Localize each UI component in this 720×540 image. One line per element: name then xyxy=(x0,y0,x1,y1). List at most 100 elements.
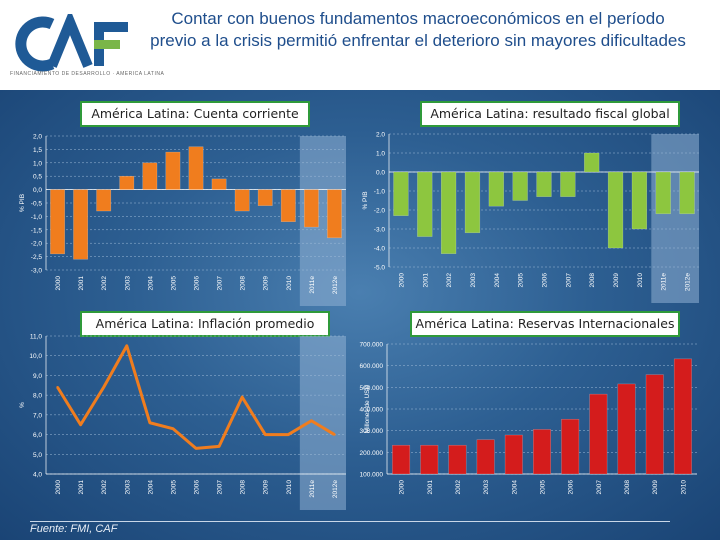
x-tick-label: 2011e xyxy=(661,273,668,291)
bar-2008 xyxy=(584,152,600,173)
y-axis-label: % PIB xyxy=(362,191,369,209)
chart-cuenta-corriente: 2,0 1,5 1,0 0,5 0,0 -0,5 -1,0 -1,5 -2,0 -2,5 -3,0%… xyxy=(19,134,346,306)
x-tick-label: 2003 xyxy=(124,276,131,291)
bar-2010 xyxy=(280,189,296,223)
x-tick-label: 2007 xyxy=(217,480,224,495)
bar-2010 xyxy=(673,358,692,475)
point-2006 xyxy=(194,447,198,450)
y-tick-label: 0,5 xyxy=(33,174,42,181)
x-tick-label: 2001 xyxy=(422,273,429,288)
y-tick-label: 300.000 xyxy=(360,428,384,435)
page-title: Contar con buenos fundamentos macroeconó… xyxy=(150,9,686,50)
bar-2006 xyxy=(536,171,552,197)
x-tick-label: 2000 xyxy=(398,273,405,288)
y-tick-label: -3.0 xyxy=(374,227,386,234)
bar-2007 xyxy=(560,171,576,197)
y-tick-label: 0.0 xyxy=(376,170,385,177)
bar-2003 xyxy=(464,171,481,234)
y-tick-label: 8,0 xyxy=(33,393,42,400)
x-tick-label: 2010 xyxy=(286,276,293,291)
y-tick-label: -1.0 xyxy=(374,189,386,196)
chart-title-reservas: América Latina: Reservas Internacionales xyxy=(410,311,680,337)
bar-2000 xyxy=(392,444,411,475)
y-tick-label: -0,5 xyxy=(31,201,43,208)
point-2012e xyxy=(333,433,336,436)
bar-2004 xyxy=(488,171,504,207)
bar-2001 xyxy=(420,444,439,475)
chart-title-resultado-fiscal: América Latina: resultado fiscal global xyxy=(420,101,680,127)
y-tick-label: -3,0 xyxy=(31,268,43,275)
x-tick-label: 2001 xyxy=(78,276,85,291)
bar-2011e xyxy=(655,171,671,215)
bar-2010 xyxy=(631,171,648,230)
bar-2007 xyxy=(589,393,608,475)
bar-2006 xyxy=(188,146,204,190)
x-tick-label: 2010 xyxy=(286,480,293,495)
chart-reservas: 700.000 600.000 500.000 400.000 300.000 200.0… xyxy=(360,342,697,495)
x-tick-label: 2011e xyxy=(309,480,316,498)
x-tick-label: 2000 xyxy=(399,480,406,495)
x-tick-label: 2008 xyxy=(624,480,631,495)
x-tick-label: 2010 xyxy=(637,273,644,288)
y-tick-label: 1,5 xyxy=(33,147,42,154)
x-tick-label: 2005 xyxy=(540,480,547,495)
x-tick-label: 2012e xyxy=(332,276,339,294)
bar-2009 xyxy=(645,374,664,475)
x-tick-label: 2008 xyxy=(240,276,247,291)
point-2001 xyxy=(79,423,82,426)
y-tick-label: 2.0 xyxy=(376,132,385,139)
point-2010 xyxy=(287,433,290,436)
bar-2009 xyxy=(607,171,624,249)
y-tick-label: 100.000 xyxy=(360,472,384,479)
bar-2002 xyxy=(440,171,457,254)
x-tick-label: 2003 xyxy=(124,480,131,495)
x-tick-label: 2007 xyxy=(217,276,224,291)
point-2008 xyxy=(240,395,244,399)
x-tick-label: 2004 xyxy=(494,273,501,288)
x-tick-label: 2002 xyxy=(101,480,108,495)
bar-2005 xyxy=(533,429,551,475)
x-tick-label: 2008 xyxy=(240,480,247,495)
bar-2001 xyxy=(417,171,433,237)
x-tick-label: 2009 xyxy=(613,273,620,288)
bar-2000 xyxy=(393,171,409,216)
point-2009 xyxy=(264,433,267,436)
y-tick-label: -1,0 xyxy=(31,214,43,221)
y-tick-label: 7,0 xyxy=(33,412,42,419)
x-tick-label: 2003 xyxy=(483,480,490,495)
bar-2007 xyxy=(211,178,227,190)
x-tick-label: 2005 xyxy=(518,273,525,288)
x-tick-label: 2011e xyxy=(309,276,316,294)
x-tick-label: 2005 xyxy=(170,276,177,291)
point-2002 xyxy=(102,386,105,389)
y-tick-label: 700.000 xyxy=(360,342,384,349)
bar-2002 xyxy=(96,189,112,212)
y-tick-label: -4.0 xyxy=(374,246,386,253)
y-tick-label: 4,0 xyxy=(33,472,42,479)
bar-2003 xyxy=(119,175,135,190)
point-2004 xyxy=(148,421,152,424)
x-tick-label: 2006 xyxy=(568,480,575,495)
bar-2008 xyxy=(234,189,250,212)
y-tick-label: -1,5 xyxy=(31,227,43,234)
y-tick-label: 5,0 xyxy=(33,452,42,459)
x-tick-label: 2006 xyxy=(194,480,201,495)
bar-2006 xyxy=(561,418,580,475)
x-tick-label: 2004 xyxy=(147,276,154,291)
bar-2001 xyxy=(73,189,89,260)
y-tick-label: 1.0 xyxy=(376,151,385,158)
y-axis-label: % PIB xyxy=(19,194,26,212)
x-tick-label: 2009 xyxy=(652,480,659,495)
x-tick-label: 2005 xyxy=(170,480,177,495)
x-tick-label: 2008 xyxy=(589,273,596,288)
bar-2008 xyxy=(617,383,636,475)
x-tick-label: 2007 xyxy=(565,273,572,288)
bar-2004 xyxy=(504,434,523,475)
x-tick-label: 2000 xyxy=(55,480,62,495)
y-tick-label: -5.0 xyxy=(374,265,386,272)
x-tick-label: 2006 xyxy=(542,273,549,288)
x-tick-label: 2012e xyxy=(685,273,692,291)
chart-title-cuenta-corriente: América Latina: Cuenta corriente xyxy=(80,101,310,127)
point-2007 xyxy=(217,445,221,448)
y-tick-label: -2,5 xyxy=(31,254,43,261)
